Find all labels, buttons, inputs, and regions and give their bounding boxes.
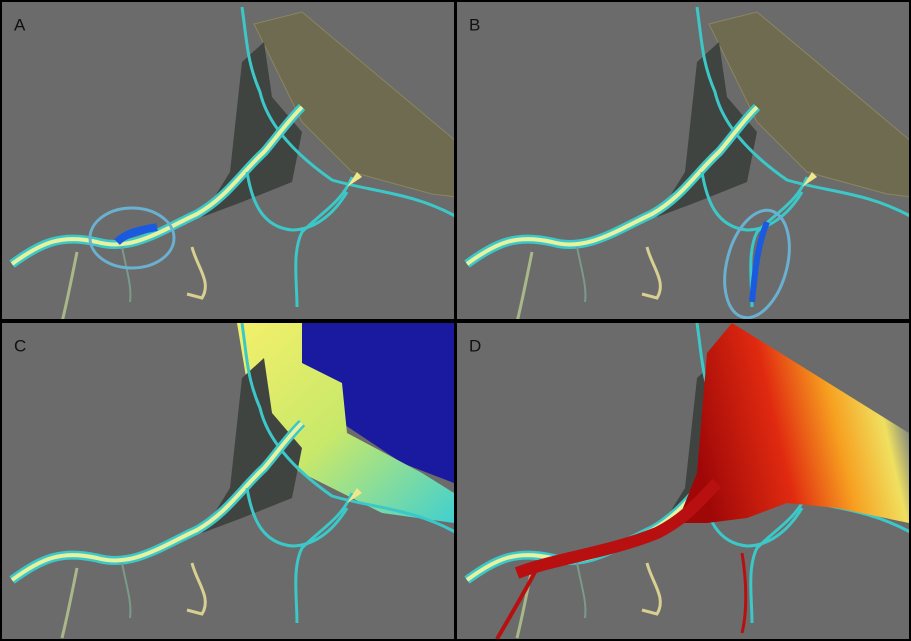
panel: D — [457, 323, 911, 639]
panel-label: D — [469, 336, 481, 355]
panel-label: B — [469, 15, 480, 34]
panel: C — [2, 323, 457, 639]
panel-label: C — [14, 336, 26, 355]
figure: A B C D — [0, 0, 911, 641]
panel: B — [457, 2, 911, 325]
panel: A — [2, 2, 457, 322]
panel-label: A — [14, 15, 26, 34]
